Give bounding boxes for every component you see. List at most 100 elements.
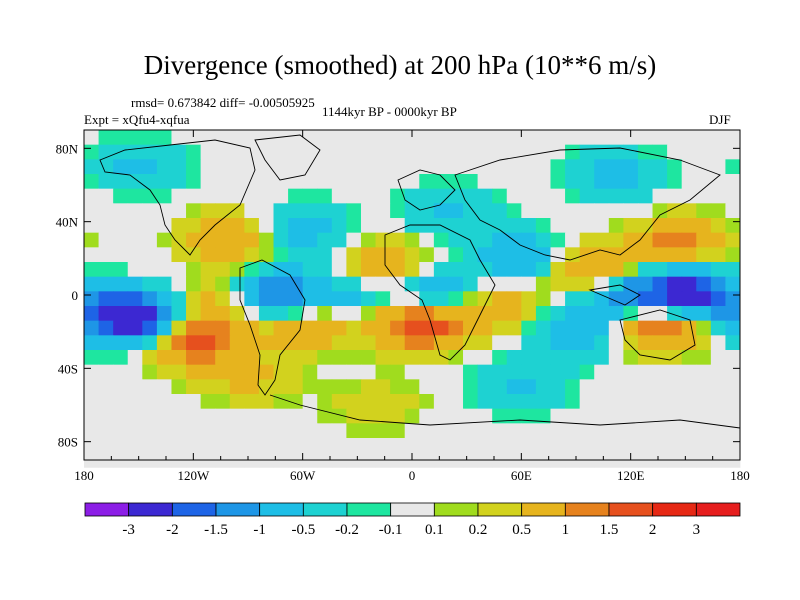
field-cell bbox=[288, 350, 304, 366]
field-cell bbox=[244, 394, 260, 410]
field-cell bbox=[200, 144, 216, 160]
field-cell bbox=[113, 276, 129, 292]
field-cell bbox=[258, 188, 274, 204]
field-cell bbox=[156, 438, 172, 454]
y-tick-label: 40N bbox=[56, 215, 79, 230]
field-cell bbox=[156, 394, 172, 410]
field-cell bbox=[463, 174, 478, 190]
field-cell bbox=[360, 276, 376, 292]
field-cell bbox=[492, 218, 508, 234]
field-cell bbox=[667, 291, 683, 307]
field-cell bbox=[258, 320, 274, 336]
field-cell bbox=[725, 232, 741, 248]
field-cell bbox=[331, 306, 347, 322]
field-cell bbox=[302, 144, 318, 160]
field-cell bbox=[419, 203, 435, 219]
field-cell bbox=[113, 335, 129, 351]
field-cell bbox=[229, 306, 245, 322]
field-cell bbox=[419, 364, 435, 380]
field-cell bbox=[623, 188, 639, 204]
field-cell bbox=[608, 394, 624, 410]
field-cell bbox=[229, 232, 245, 248]
field-cell bbox=[579, 144, 595, 160]
field-cell bbox=[667, 276, 683, 292]
field-cell bbox=[725, 438, 741, 454]
field-cell bbox=[200, 130, 216, 146]
field-cell bbox=[492, 159, 508, 175]
field-cell bbox=[302, 379, 318, 395]
field-cell bbox=[98, 438, 114, 454]
colorbar-label: 0.1 bbox=[425, 522, 444, 538]
field-cell bbox=[535, 218, 551, 234]
field-cell bbox=[215, 394, 231, 410]
x-tick-label: 0 bbox=[409, 468, 416, 483]
field-cell bbox=[681, 306, 697, 322]
field-cell bbox=[215, 144, 231, 160]
field-cell bbox=[113, 174, 129, 190]
field-cell bbox=[171, 188, 187, 204]
field-cell bbox=[608, 247, 624, 263]
field-cell bbox=[113, 232, 129, 248]
field-cell bbox=[652, 335, 668, 351]
field-cell bbox=[565, 306, 581, 322]
field-cell bbox=[725, 203, 741, 219]
field-cell bbox=[506, 218, 522, 234]
field-cell bbox=[506, 423, 522, 439]
field-cell bbox=[215, 379, 231, 395]
field-cell bbox=[302, 247, 318, 263]
field-cell bbox=[463, 188, 478, 204]
field-cell bbox=[535, 262, 551, 278]
field-cell bbox=[156, 320, 172, 336]
field-cell bbox=[667, 218, 683, 234]
field-cell bbox=[215, 159, 231, 175]
field-cell bbox=[492, 262, 508, 278]
field-cell bbox=[550, 159, 566, 175]
field-cell bbox=[156, 188, 172, 204]
field-cell bbox=[200, 218, 216, 234]
field-cell bbox=[404, 335, 420, 351]
field-cell bbox=[521, 144, 537, 160]
field-cell bbox=[127, 247, 143, 263]
field-cell bbox=[360, 408, 376, 424]
colorbar-label: -0.1 bbox=[379, 522, 403, 538]
colorbar-label: 1 bbox=[562, 522, 570, 538]
field-cell bbox=[594, 320, 610, 336]
field-cell bbox=[419, 232, 435, 248]
field-cell bbox=[463, 306, 478, 322]
field-cell bbox=[98, 203, 114, 219]
field-cell bbox=[127, 350, 143, 366]
field-cell bbox=[346, 188, 362, 204]
field-cell bbox=[127, 438, 143, 454]
field-cell bbox=[492, 232, 508, 248]
field-cell bbox=[200, 438, 216, 454]
field-cell bbox=[506, 144, 522, 160]
field-cell bbox=[492, 379, 508, 395]
field-cell bbox=[186, 130, 202, 146]
field-cell bbox=[433, 379, 449, 395]
field-cell bbox=[186, 335, 202, 351]
field-cell bbox=[565, 320, 581, 336]
colorbar-swatch bbox=[608, 502, 654, 517]
field-cell bbox=[652, 262, 668, 278]
field-cell bbox=[113, 350, 129, 366]
field-cell bbox=[652, 408, 668, 424]
field-cell bbox=[565, 276, 581, 292]
field-cell bbox=[288, 218, 304, 234]
field-cell bbox=[288, 320, 304, 336]
field-cell bbox=[506, 159, 522, 175]
field-cell bbox=[506, 130, 522, 146]
field-cell bbox=[506, 203, 522, 219]
field-cell bbox=[346, 144, 362, 160]
colorbar-label: 0.2 bbox=[469, 522, 488, 538]
field-cell bbox=[390, 379, 406, 395]
field-cell bbox=[375, 320, 391, 336]
field-cell bbox=[565, 291, 581, 307]
colorbar-swatch bbox=[84, 502, 130, 517]
field-cell bbox=[84, 335, 99, 351]
field-cell bbox=[710, 379, 726, 395]
field-cell bbox=[535, 232, 551, 248]
field-cell bbox=[579, 306, 595, 322]
field-cell bbox=[725, 364, 741, 380]
field-cell bbox=[84, 276, 99, 292]
x-tick-label: 60E bbox=[511, 468, 532, 483]
